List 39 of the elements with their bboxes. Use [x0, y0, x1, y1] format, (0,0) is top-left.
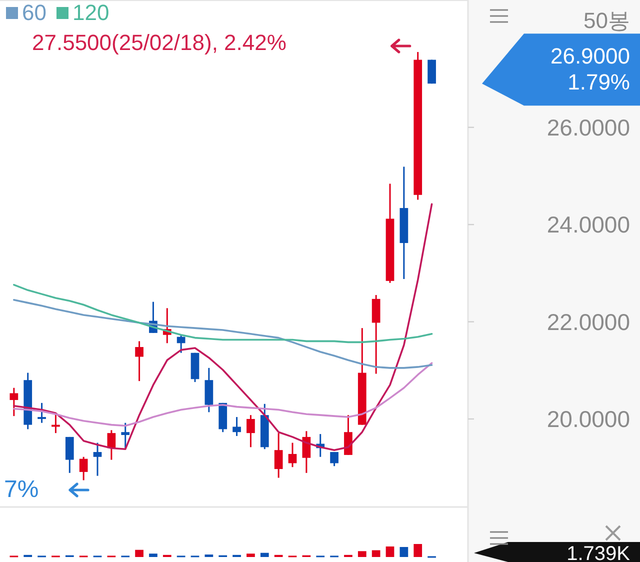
line-series: [13, 298, 433, 369]
candlestick: [121, 422, 130, 449]
annotation: 27.5500(25/02/18), 2.42%: [32, 30, 286, 55]
line-series: [13, 362, 433, 427]
annotation: 7%: [4, 476, 39, 503]
candlestick: [232, 416, 241, 437]
text: 1.79%: [568, 70, 630, 95]
bar: [246, 554, 255, 557]
y-tick-label: 22.0000: [546, 308, 630, 335]
bar: [372, 550, 380, 557]
candlestick: [79, 456, 88, 481]
bar: [260, 552, 269, 557]
y-tick-label: 20.0000: [546, 406, 630, 432]
candlestick: [65, 436, 74, 474]
bar: [358, 551, 366, 557]
line-series: [13, 284, 433, 344]
text: 50봉: [584, 8, 630, 33]
candlestick: [93, 442, 102, 477]
y-tick-label: 24.0000: [546, 212, 630, 238]
candlestick: [10, 387, 18, 417]
bar: [135, 550, 144, 557]
candlestick: [288, 442, 297, 468]
bar: [400, 546, 408, 557]
candlestick: [38, 402, 46, 424]
candlestick: [344, 414, 352, 456]
candlestick: [372, 294, 380, 375]
bar: [149, 554, 158, 557]
candlestick: [176, 334, 186, 354]
text: 1.739K: [566, 543, 631, 562]
legend-label: 60: [22, 0, 46, 25]
bar: [386, 546, 394, 557]
candlestick: [135, 340, 144, 382]
text: 26.9000: [550, 44, 630, 69]
legend-label: 120: [72, 0, 110, 25]
candlestick: [274, 432, 283, 479]
bar: [414, 544, 422, 557]
candlestick: [246, 414, 255, 448]
y-tick-label: 26.0000: [546, 114, 630, 140]
candlestick: [330, 451, 338, 467]
